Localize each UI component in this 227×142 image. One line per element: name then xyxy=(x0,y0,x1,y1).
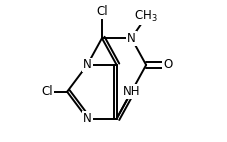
Text: N: N xyxy=(82,112,91,125)
Text: O: O xyxy=(162,59,171,71)
Text: N: N xyxy=(126,32,135,45)
Text: N: N xyxy=(82,59,91,71)
Text: CH$_3$: CH$_3$ xyxy=(134,9,157,24)
Text: Cl: Cl xyxy=(96,5,107,18)
Text: NH: NH xyxy=(122,85,140,98)
Text: Cl: Cl xyxy=(41,85,53,98)
